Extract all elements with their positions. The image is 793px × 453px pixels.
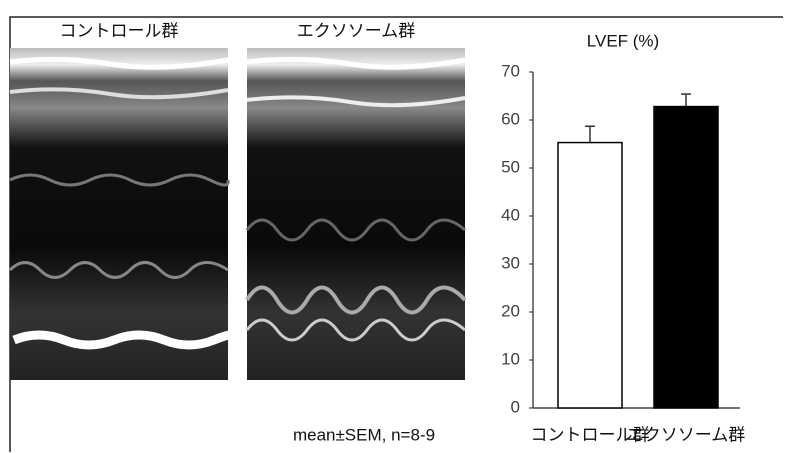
y-tick-label: 70 — [501, 61, 520, 80]
y-tick-label: 40 — [501, 205, 520, 224]
panel-label: エクソソーム群 — [297, 21, 416, 40]
y-tick-label: 50 — [501, 157, 520, 176]
note: mean±SEM, n=8-9 — [293, 425, 435, 444]
y-tick-label: 10 — [501, 349, 520, 368]
echo-image-exosome — [245, 48, 467, 380]
y-tick-label: 30 — [501, 253, 520, 272]
y-tick-label: 60 — [501, 109, 520, 128]
y-tick-label: 20 — [501, 301, 520, 320]
echo-image-control — [8, 48, 236, 380]
y-tick-label: 0 — [511, 397, 520, 416]
chart-title: LVEF (%) — [587, 31, 659, 50]
bar — [653, 105, 719, 409]
panel-label: コントロール群 — [60, 21, 179, 40]
bar — [557, 141, 623, 409]
x-tick-label: エクソソーム群 — [627, 425, 746, 444]
x-tick-label: コントロール群 — [531, 425, 650, 444]
